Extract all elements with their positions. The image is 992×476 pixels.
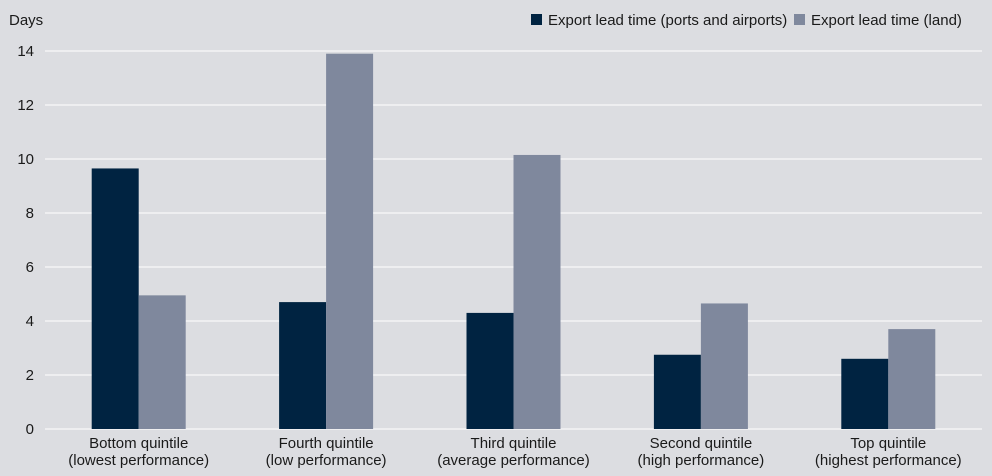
y-tick-label: 2	[26, 367, 34, 384]
category-label: Bottom quintile (lowest performance)	[68, 435, 209, 469]
bar-land-4	[888, 329, 936, 429]
legend: Export lead time (ports and airports) Exp…	[531, 12, 962, 29]
category-label-line: (low performance)	[266, 452, 387, 469]
bars	[91, 53, 936, 429]
y-tick-label: 8	[26, 205, 34, 222]
y-tick-label: 4	[26, 313, 34, 330]
y-axis-label: Days	[9, 12, 43, 29]
y-tick-label: 10	[17, 151, 34, 168]
category-label-line: Second quintile	[650, 435, 753, 452]
y-tick-label: 0	[26, 421, 34, 438]
category-label: Second quintile (high performance)	[638, 435, 765, 469]
category-label-line: (lowest performance)	[68, 452, 209, 469]
category-labels: Bottom quintile (lowest performance) Fourt…	[68, 435, 961, 469]
category-label-line: (average performance)	[437, 452, 590, 469]
category-label: Top quintile (highest performance)	[815, 435, 962, 469]
category-label-line: (high performance)	[638, 452, 765, 469]
y-tick-label: 12	[17, 97, 34, 114]
category-label-line: Third quintile	[471, 435, 557, 452]
bar-ports-airports-3	[653, 354, 701, 429]
legend-label: Export lead time (ports and airports)	[548, 12, 787, 29]
category-label-line: Bottom quintile	[89, 435, 188, 452]
category-label: Fourth quintile (low performance)	[266, 435, 387, 469]
bar-ports-airports-0	[91, 168, 139, 429]
bar-land-3	[700, 303, 748, 429]
legend-label: Export lead time (land)	[811, 12, 962, 29]
y-tick-label: 14	[17, 43, 34, 60]
legend-swatch	[794, 14, 805, 25]
bar-ports-airports-1	[279, 302, 327, 429]
category-label: Third quintile (average performance)	[437, 435, 590, 469]
bar-land-1	[326, 53, 374, 429]
y-tick-label: 6	[26, 259, 34, 276]
category-label-line: Top quintile	[850, 435, 926, 452]
bar-land-2	[513, 154, 561, 429]
y-tick-labels: 0 2 4 6 8 10 12 14	[17, 43, 34, 438]
bar-land-0	[138, 295, 186, 429]
bar-ports-airports-4	[841, 358, 889, 429]
bar-ports-airports-2	[466, 312, 514, 429]
category-label-line: (highest performance)	[815, 452, 962, 469]
legend-swatch	[531, 14, 542, 25]
category-label-line: Fourth quintile	[279, 435, 374, 452]
